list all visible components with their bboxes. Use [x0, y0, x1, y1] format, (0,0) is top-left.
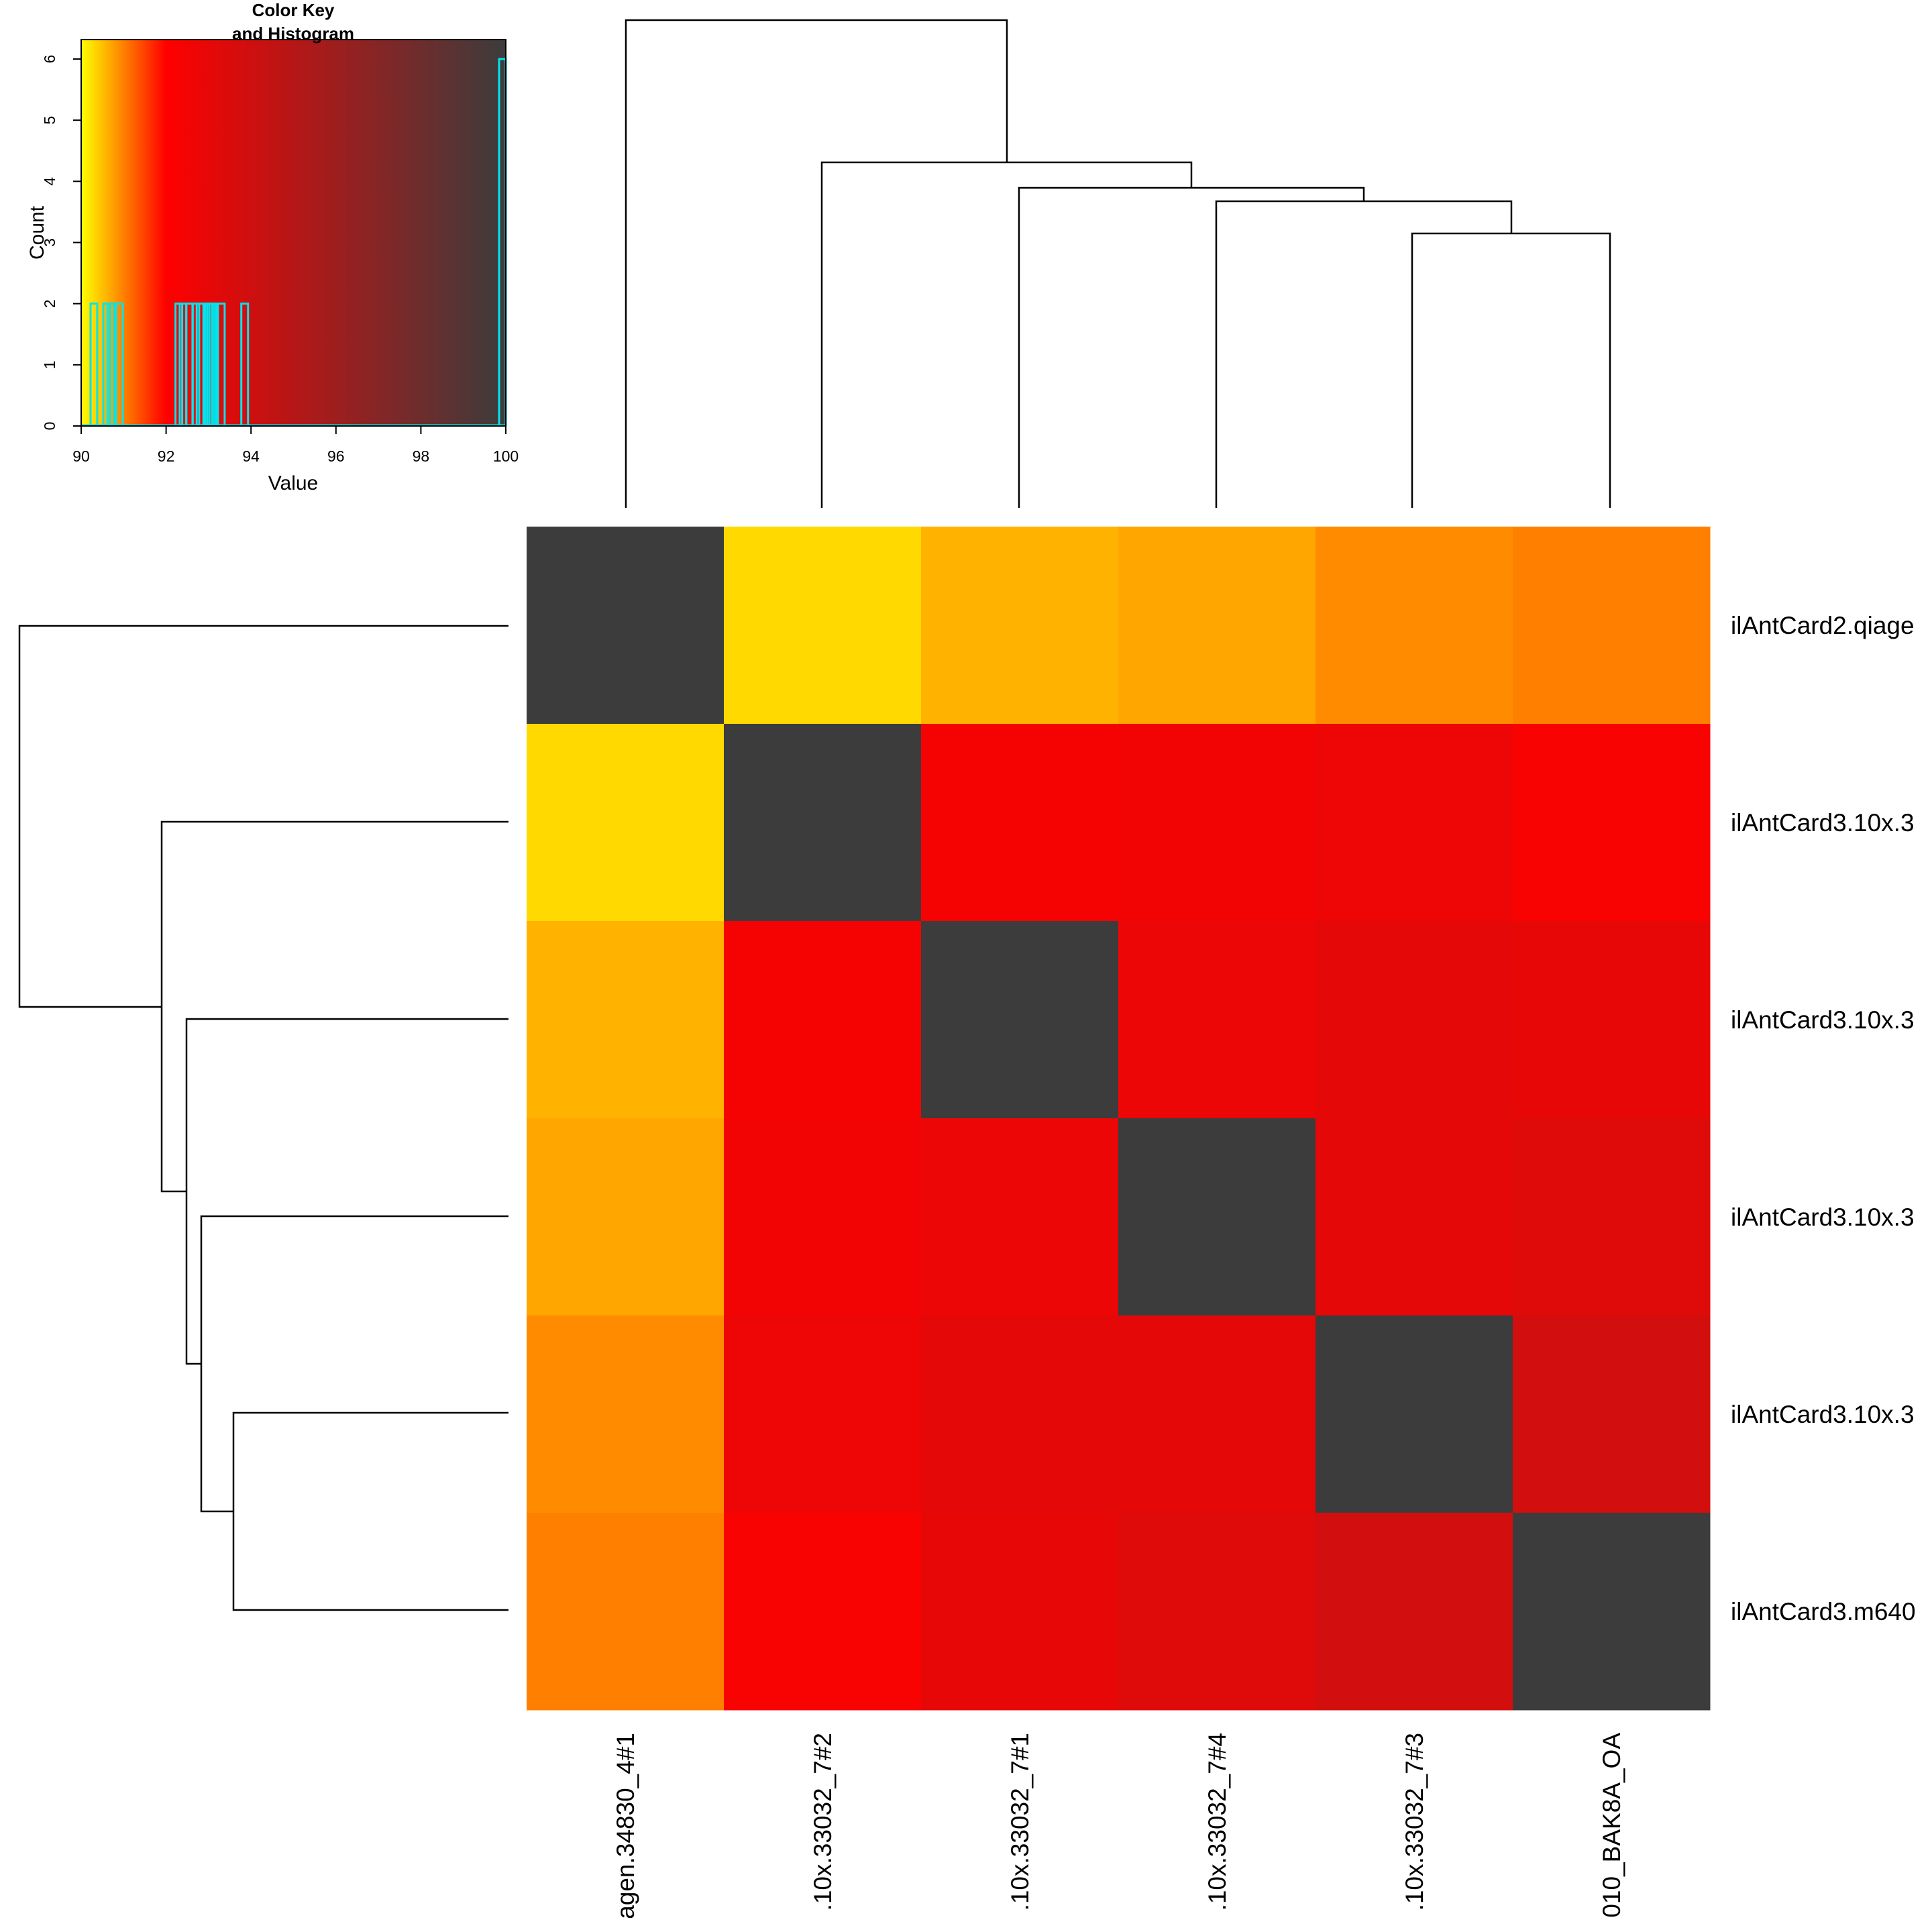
row-label-4: ilAntCard3.10x.3	[1731, 1203, 1915, 1231]
heatmap-cell-r3-c5	[1316, 921, 1513, 1119]
histogram-bar-13	[217, 303, 226, 426]
histogram-bar-14	[240, 303, 250, 426]
col-dendro-root	[625, 19, 1008, 508]
heatmap-cell-r4-c1	[527, 1118, 724, 1316]
heatmap-cell-r2-c1	[527, 724, 724, 922]
row-dendro-merge-3-456	[185, 1018, 508, 1365]
heatmap-cell-r2-c6	[1513, 724, 1711, 922]
color-key-x-ticks: 90 92 94 96 98 100	[72, 426, 519, 465]
color-key-x-axis: 90 92 94 96 98 100	[72, 425, 519, 465]
heatmap-cell-r2-c2	[724, 724, 922, 922]
heatmap-col-labels: agen.34830_4#1 .10x.33032_7#2 .10x.33032_7…	[612, 1733, 1625, 1919]
histogram-bar-3	[106, 303, 115, 426]
heatmap-row-labels: ilAntCard2.qiage ilAntCard3.10x.3 ilAntCar…	[1731, 612, 1916, 1625]
row-label-6: ilAntCard3.m640	[1731, 1598, 1916, 1625]
heatmap-cell-r5-c1	[527, 1316, 724, 1513]
heatmap-cell-r6-c4	[1118, 1513, 1316, 1711]
color-key-y-tick-label-1: 0	[41, 422, 58, 431]
histogram-bar-4	[115, 303, 124, 426]
row-label-5: ilAntCard3.10x.3	[1731, 1401, 1915, 1428]
color-key-x-tick-label-2: 92	[158, 447, 175, 465]
heatmap-cell-r1-c1	[527, 527, 724, 724]
col-dendro-merge-4-56	[1215, 200, 1513, 508]
color-key-y-label: Count	[26, 205, 48, 260]
color-key-x-tick-label-6: 100	[493, 447, 519, 465]
row-dendro-merge-5-6	[232, 1411, 508, 1611]
color-key-y-tick-label-2: 1	[41, 360, 58, 369]
heatmap-cell-r1-c6	[1513, 527, 1711, 724]
heatmap-cell-r4-c4	[1118, 1118, 1316, 1316]
color-key-y-tick-label-4: 3	[41, 238, 58, 247]
heatmap-cell-r3-c2	[724, 921, 922, 1119]
heatmap-cell-r3-c6	[1513, 921, 1711, 1119]
col-dendro-merge-2-3456	[820, 161, 1193, 508]
heatmap-cell-r5-c3	[921, 1316, 1119, 1513]
heatmap-cell-r3-c1	[527, 921, 724, 1119]
heatmap-cell-r4-c2	[724, 1118, 922, 1316]
col-label-1: agen.34830_4#1	[612, 1733, 639, 1919]
heatmap-cell-r6-c5	[1316, 1513, 1513, 1711]
color-key-y-tick-label-5: 4	[41, 177, 58, 186]
col-dendro-merge-5-6	[1411, 232, 1611, 508]
heatmap-cell-r2-c5	[1316, 724, 1513, 922]
heatmap-cell-r6-c2	[724, 1513, 922, 1711]
heatmap-cell-r5-c2	[724, 1316, 922, 1513]
color-key-title-line-1: Color Key	[252, 0, 335, 20]
color-key-y-axis: 0 1 2 3 4 5 6	[41, 55, 82, 431]
color-key-x-tick-label-3: 94	[242, 447, 260, 465]
histogram-bar-12	[208, 303, 217, 426]
row-dendro-root	[18, 625, 508, 1008]
row-dendro-merge-4-56	[200, 1215, 508, 1513]
color-key-y-tick-label-6: 5	[41, 116, 58, 125]
color-key-y-tick-label-7: 6	[41, 55, 58, 64]
row-label-3: ilAntCard3.10x.3	[1731, 1006, 1915, 1034]
heatmap-cell-r1-c5	[1316, 527, 1513, 724]
color-key-gradient	[81, 40, 506, 426]
color-key: Color Key and Histogram 90 92 94 96 98 100 0 1…	[26, 0, 519, 494]
col-label-3: .10x.33032_7#1	[1006, 1733, 1034, 1911]
histogram-bar-1	[89, 303, 99, 426]
color-key-y-tick-label-3: 2	[41, 299, 58, 308]
histogram-bar-9	[195, 303, 205, 426]
heatmap-cell-r1-c4	[1118, 527, 1316, 724]
color-key-x-label: Value	[268, 472, 319, 494]
col-label-6: 010_BAK8A_OA	[1598, 1733, 1625, 1918]
col-label-4: .10x.33032_7#4	[1203, 1733, 1231, 1911]
heatmap-cell-r4-c5	[1316, 1118, 1513, 1316]
heatmap-cell-r3-c3	[921, 921, 1119, 1119]
color-key-y-ticks: 0 1 2 3 4 5 6	[41, 55, 81, 431]
heatmap-cell-r1-c3	[921, 527, 1119, 724]
heatmap-cell-r1-c2	[724, 527, 922, 724]
color-key-title-line-2: and Histogram	[232, 23, 354, 44]
heatmap-cell-r4-c3	[921, 1118, 1119, 1316]
heatmap-cell-r2-c3	[921, 724, 1119, 922]
row-label-1: ilAntCard2.qiage	[1731, 612, 1915, 639]
heatmap-cell-r6-c6	[1513, 1513, 1711, 1711]
color-key-x-tick-label-4: 96	[327, 447, 345, 465]
heatmap-cell-r6-c3	[921, 1513, 1119, 1711]
heatmap-cell-r5-c4	[1118, 1316, 1316, 1513]
heatmap-cells	[527, 527, 1711, 1711]
column-dendrogram	[625, 19, 1611, 508]
col-dendro-merge-3-456	[1018, 186, 1365, 508]
heatmap-cell-r3-c4	[1118, 921, 1316, 1119]
col-label-2: .10x.33032_7#2	[809, 1733, 837, 1911]
heatmap-cell-r6-c1	[527, 1513, 724, 1711]
heatmap-cell-r2-c4	[1118, 724, 1316, 922]
heatmap-cell-r5-c5	[1316, 1316, 1513, 1513]
histogram-bars	[81, 58, 507, 427]
row-dendrogram	[18, 625, 508, 1611]
heatmap-cell-r4-c6	[1513, 1118, 1711, 1316]
col-label-5: .10x.33032_7#3	[1401, 1733, 1428, 1911]
heatmap-cell-r5-c6	[1513, 1316, 1711, 1513]
row-dendro-merge-2-3456	[160, 820, 508, 1193]
color-key-x-tick-label-5: 98	[413, 447, 430, 465]
row-label-2: ilAntCard3.10x.3	[1731, 809, 1915, 837]
color-key-x-tick-label-1: 90	[72, 447, 90, 465]
